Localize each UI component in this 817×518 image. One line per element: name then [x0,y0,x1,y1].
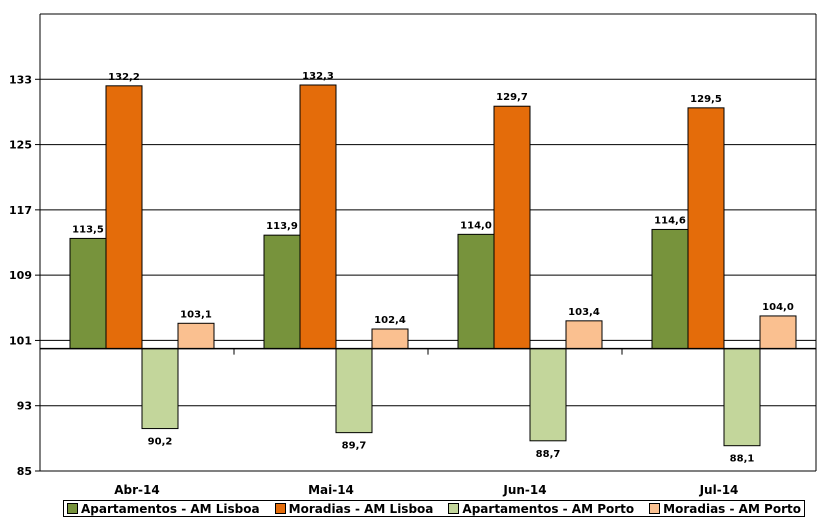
data-label: 103,1 [180,309,212,320]
chart: 85 93 101 109 117 125 133 Abr-14 Mai-14 Jun-14 Ju… [9,13,817,497]
data-label: 114,6 [654,215,686,226]
category-label: Mai-14 [308,483,354,497]
bar [493,105,531,350]
y-axis-ticks: 85 93 101 109 117 125 133 [9,73,40,478]
legend-label: Apartamentos - AM Lisboa [81,501,260,516]
data-label: 132,2 [108,72,140,83]
data-label: 90,2 [148,437,173,448]
bar [457,233,495,350]
legend-item: Moradias - AM Lisboa [274,501,434,516]
legend-label: Moradias - AM Lisboa [288,501,434,516]
y-tick-label: 101 [9,334,32,347]
data-label: 103,4 [568,307,600,318]
bar [687,107,725,350]
bar [371,328,409,350]
legend-label: Apartamentos - AM Porto [462,501,635,516]
data-label: 88,7 [536,449,561,460]
data-label: 129,5 [690,94,722,105]
bar [723,348,761,447]
bar [69,237,107,350]
legend-swatch [274,503,286,514]
data-label: 88,1 [730,454,755,465]
y-tick-label: 93 [17,400,32,413]
y-tick-label: 133 [9,73,32,86]
legend-label: Moradias - AM Porto [663,501,801,516]
bar [105,85,143,350]
legend: Apartamentos - AM Lisboa Moradias - AM L… [63,500,805,517]
y-tick-label: 117 [9,204,32,217]
bars [69,84,797,447]
category-label: Jun-14 [502,483,546,497]
gridlines [40,78,816,407]
data-label: 132,3 [302,71,334,82]
legend-item: Apartamentos - AM Lisboa [67,502,260,516]
data-label: 89,7 [342,441,367,452]
bar [529,348,567,442]
legend-item: Moradias - AM Porto [649,502,801,516]
bar [177,322,215,350]
bar [651,228,689,350]
legend-swatch [67,503,78,514]
legend-swatch [649,503,661,514]
legend-swatch [448,503,460,514]
data-labels: 113,5 113,9 114,0 114,6 132,2 132,3 129,7 129,5… [72,71,794,465]
legend-item: Apartamentos - AM Porto [448,502,634,516]
category-label: Abr-14 [114,483,159,497]
data-label: 104,0 [762,302,794,313]
data-label: 113,9 [266,221,298,232]
y-tick-label: 109 [9,269,32,282]
bar [565,320,603,350]
bar [263,234,301,350]
y-tick-label: 125 [9,139,32,152]
bar [141,348,179,430]
bar [759,315,797,350]
data-label: 114,0 [460,220,492,231]
y-tick-label: 85 [17,465,32,478]
plot-frame [39,13,817,472]
data-label: 129,7 [496,92,528,103]
data-label: 113,5 [72,224,104,235]
x-axis-categories: Abr-14 Mai-14 Jun-14 Jul-14 [114,483,738,497]
bar [299,84,337,350]
bar [335,348,373,434]
data-label: 102,4 [374,315,406,326]
category-label: Jul-14 [699,483,739,497]
